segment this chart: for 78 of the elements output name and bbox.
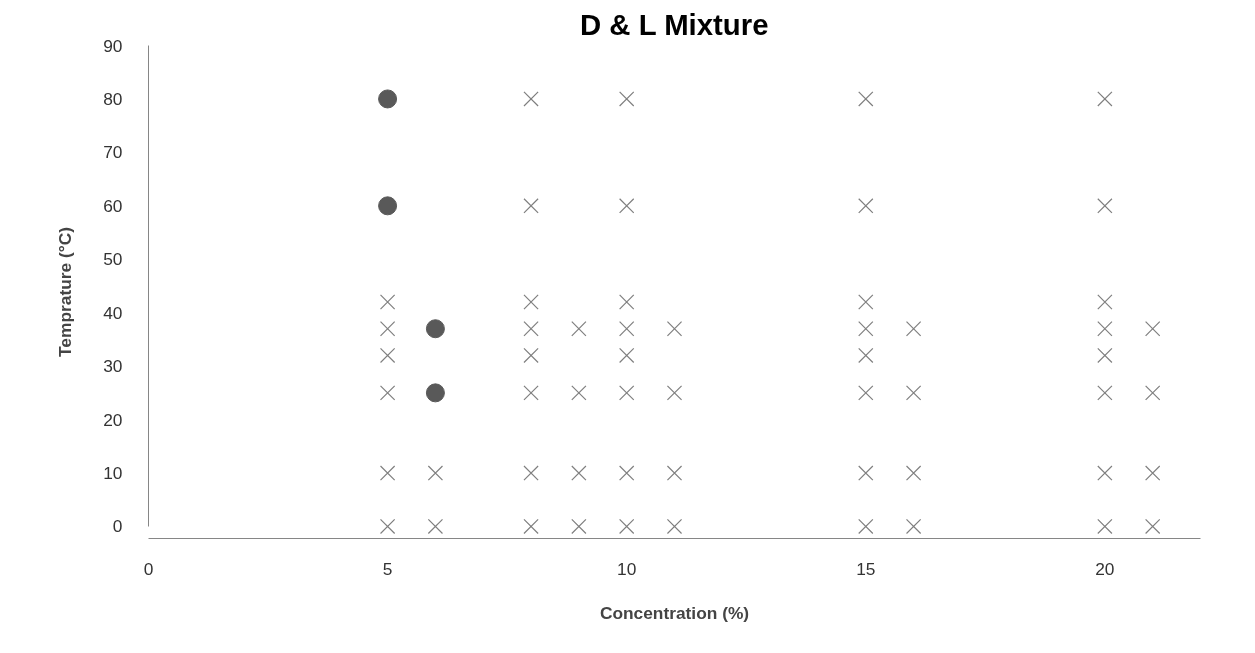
point: [905, 465, 922, 481]
point: [858, 465, 874, 481]
point: [905, 518, 922, 535]
point: [666, 518, 683, 535]
point: [905, 385, 922, 401]
x-tick-label: 10: [617, 558, 637, 579]
point: [1145, 465, 1161, 481]
x-tick-label: 15: [856, 558, 876, 579]
point: [1097, 347, 1113, 364]
point: [425, 383, 445, 403]
point: [523, 465, 539, 481]
point: [571, 385, 587, 401]
x-tick-label: 5: [382, 558, 393, 579]
point: [427, 518, 444, 535]
point: [571, 518, 587, 535]
point: [1097, 321, 1113, 337]
y-tick-label: 80: [103, 88, 123, 109]
point: [379, 321, 396, 337]
point: [571, 465, 587, 481]
point: [379, 294, 396, 310]
y-tick-label: 70: [103, 142, 123, 163]
point: [379, 385, 396, 401]
point: [619, 294, 635, 310]
point: [858, 518, 874, 535]
y-tick-label: 30: [103, 356, 123, 377]
point: [619, 385, 635, 401]
point: [1145, 385, 1161, 401]
point: [523, 91, 539, 107]
point: [858, 321, 874, 337]
point: [1097, 91, 1113, 107]
y-tick-label: 10: [103, 463, 123, 484]
point: [523, 385, 539, 401]
point: [523, 198, 539, 214]
point: [379, 518, 396, 535]
x-axis-title: Concentration (%): [599, 602, 750, 623]
point: [619, 465, 635, 481]
x-tick-label: 0: [143, 558, 154, 579]
point: [858, 347, 874, 364]
point: [858, 385, 874, 401]
point: [425, 319, 445, 339]
y-tick-label: 0: [112, 516, 123, 537]
point: [427, 465, 444, 481]
point: [523, 321, 539, 337]
point: [571, 321, 587, 337]
point: [619, 198, 635, 214]
point: [619, 91, 635, 107]
y-tick-label: 60: [103, 195, 123, 216]
point: [1097, 198, 1113, 214]
point: [1145, 518, 1161, 535]
point: [379, 347, 396, 364]
point: [1145, 321, 1161, 337]
point: [858, 91, 874, 107]
point: [666, 465, 683, 481]
point: [1097, 465, 1113, 481]
y-axis-title: Temprature (°C): [55, 227, 76, 357]
point: [858, 294, 874, 310]
y-tick-label: 90: [103, 35, 123, 56]
point: [619, 347, 635, 364]
y-tick-label: 20: [103, 409, 123, 430]
y-tick-label: 40: [103, 302, 123, 323]
point: [619, 321, 635, 337]
x-tick-label: 20: [1095, 558, 1115, 579]
y-tick-label: 50: [103, 249, 123, 270]
point: [619, 518, 635, 535]
point: [523, 347, 539, 364]
point: [523, 518, 539, 535]
point: [379, 465, 396, 481]
chart-title: D & L Mixture: [579, 7, 769, 41]
point: [523, 294, 539, 310]
point: [905, 321, 922, 337]
point: [378, 89, 398, 109]
point: [378, 196, 398, 216]
point: [666, 321, 683, 337]
point: [666, 385, 683, 401]
point: [1097, 518, 1113, 535]
point: [1097, 294, 1113, 310]
point: [1097, 385, 1113, 401]
point: [858, 198, 874, 214]
